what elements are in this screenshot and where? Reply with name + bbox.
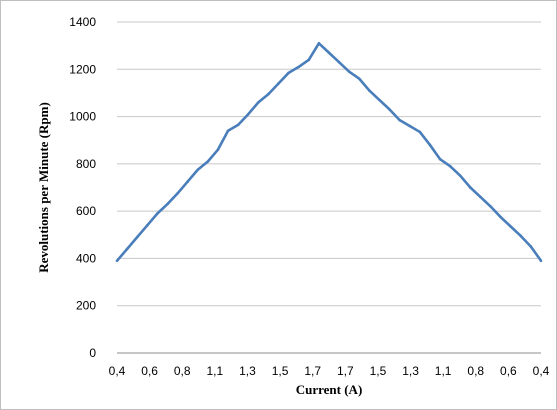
data-point xyxy=(337,60,341,64)
data-point xyxy=(125,247,129,251)
x-tick-labels: 0,4 0,6 0,8 1,1 1,3 1,5 1,7 1,7 1,5 1,3 1,1 0,8 0,6 0… xyxy=(109,364,550,378)
data-point xyxy=(196,168,200,172)
data-point xyxy=(206,160,210,163)
data-point xyxy=(519,234,523,238)
y-tick-label: 1400 xyxy=(69,15,96,29)
data-point xyxy=(539,259,543,263)
grid-lines xyxy=(117,21,541,354)
data-point xyxy=(135,235,139,239)
data-point xyxy=(509,225,513,228)
x-tick-label: 1,5 xyxy=(370,364,387,378)
data-point xyxy=(115,259,119,263)
data-point xyxy=(438,157,442,161)
x-tick-label: 1,3 xyxy=(239,364,256,378)
y-axis-title: Revolutions per Minute (Rpm) xyxy=(36,102,51,273)
data-point xyxy=(327,51,331,55)
y-tick-label: 1200 xyxy=(69,62,96,76)
data-point xyxy=(398,118,401,122)
data-point xyxy=(307,58,311,62)
data-point xyxy=(246,112,250,116)
x-tick-label: 1,1 xyxy=(435,364,452,378)
data-point xyxy=(408,124,412,128)
x-tick-label: 0,6 xyxy=(500,364,517,378)
y-tick-label: 400 xyxy=(76,251,96,265)
data-point xyxy=(529,245,533,248)
data-point xyxy=(277,82,280,85)
x-tick-label: 0,8 xyxy=(174,364,191,378)
data-point xyxy=(226,129,230,133)
data-points xyxy=(115,41,543,263)
y-tick-labels: 0 200 400 600 800 1000 1200 1400 xyxy=(69,15,96,360)
data-point xyxy=(287,71,290,75)
x-tick-label: 1,5 xyxy=(272,364,289,378)
data-point xyxy=(297,65,301,69)
data-point xyxy=(448,164,452,168)
data-point xyxy=(469,186,472,189)
y-tick-label: 1000 xyxy=(69,110,96,124)
data-point xyxy=(267,92,270,96)
data-point xyxy=(236,123,240,127)
x-tick-label: 1,7 xyxy=(337,364,354,378)
x-tick-label: 1,3 xyxy=(402,364,419,378)
data-point xyxy=(166,202,169,206)
data-point xyxy=(368,89,371,92)
data-point xyxy=(156,212,159,215)
x-tick-label: 1,7 xyxy=(304,364,321,378)
y-tick-label: 600 xyxy=(76,204,96,218)
data-point xyxy=(458,174,462,177)
data-point xyxy=(347,70,351,73)
x-axis-title: Current (A) xyxy=(296,382,363,397)
y-tick-label: 800 xyxy=(76,157,96,171)
x-tick-label: 0,8 xyxy=(467,364,484,378)
data-point xyxy=(479,195,482,199)
data-point xyxy=(257,101,260,104)
data-point xyxy=(176,192,179,195)
data-point xyxy=(489,205,492,208)
y-tick-label: 0 xyxy=(89,346,96,360)
data-point xyxy=(388,108,391,111)
x-tick-label: 0,4 xyxy=(109,364,126,378)
data-point xyxy=(428,143,432,147)
series-line xyxy=(116,41,543,262)
x-tick-label: 1,1 xyxy=(207,364,224,378)
data-point xyxy=(499,215,502,219)
data-point xyxy=(357,77,361,81)
x-tick-label: 0,6 xyxy=(141,364,158,378)
x-tick-label: 0,4 xyxy=(533,364,550,378)
data-point xyxy=(216,148,220,151)
data-point xyxy=(418,130,422,134)
data-point xyxy=(145,224,149,227)
data-point xyxy=(378,98,381,102)
y-tick-label: 200 xyxy=(76,299,96,313)
data-point xyxy=(317,41,321,45)
data-point xyxy=(186,180,189,183)
